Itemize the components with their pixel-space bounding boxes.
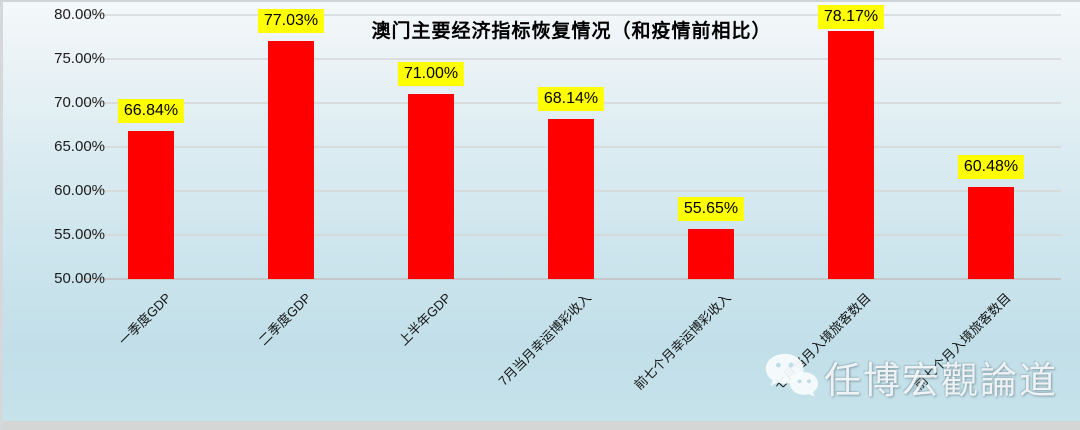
data-label: 71.00% (397, 62, 465, 87)
data-label: 78.17% (817, 5, 885, 29)
bar (408, 94, 454, 279)
data-label: 77.03% (257, 9, 325, 34)
bar (268, 41, 314, 279)
data-label: 68.14% (537, 87, 605, 112)
bar (828, 31, 874, 279)
category-label: 上半年GDP (395, 290, 454, 349)
y-axis-tick-label: 50.00% (54, 270, 105, 287)
watermark: 任博宏觀論道 (764, 350, 1058, 404)
bottom-strip (3, 421, 1080, 430)
data-label: 66.84% (117, 98, 185, 123)
data-label: 55.65% (677, 197, 745, 222)
category-label: 一季度GDP (115, 290, 174, 349)
gridline (81, 58, 1061, 60)
wechat-icon (764, 351, 818, 404)
y-axis-tick-label: 60.00% (54, 182, 105, 199)
gridline (81, 278, 1061, 280)
bar (968, 186, 1014, 279)
y-axis-tick-label: 75.00% (54, 50, 105, 67)
bar (548, 119, 594, 279)
y-axis-tick-label: 65.00% (54, 138, 105, 155)
data-label: 60.48% (957, 154, 1025, 179)
category-label: 7月当月幸运博彩收入 (495, 290, 594, 389)
bar (688, 229, 734, 279)
y-axis-tick-label: 70.00% (54, 94, 105, 111)
y-axis-tick-label: 55.00% (54, 226, 105, 243)
watermark-text: 任博宏觀論道 (824, 360, 1058, 401)
y-axis-tick-label: 80.00% (54, 6, 105, 23)
category-label: 前七个月幸运博彩收入 (631, 290, 734, 393)
chart-title: 澳门主要经济指标恢复情况（和疫情前相比） (371, 21, 772, 42)
gridline (81, 14, 1061, 16)
category-label: 二季度GDP (255, 290, 314, 349)
bar (128, 130, 174, 279)
